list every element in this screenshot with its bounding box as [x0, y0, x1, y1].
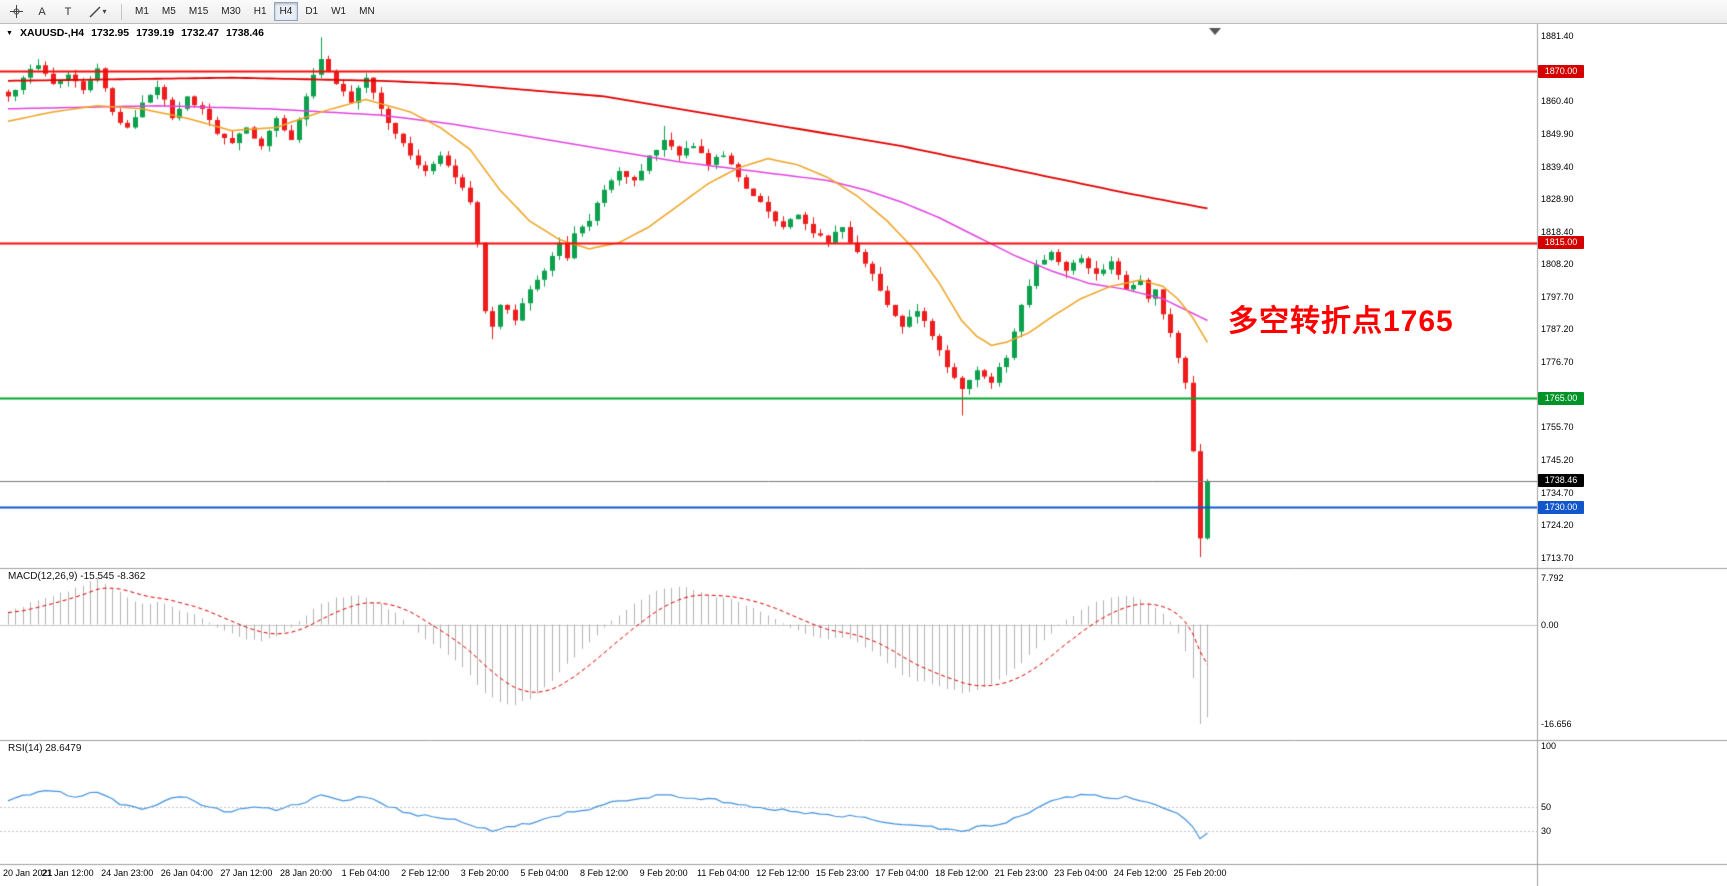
timeframe-button-h1[interactable]: H1: [248, 2, 273, 21]
indicator-axis[interactable]: 7.792 0.00 -16.656 100 50 30: [1537, 568, 1727, 864]
timeframe-button-mn[interactable]: MN: [353, 2, 381, 21]
price-tick-label: 1828.90: [1541, 194, 1574, 205]
timeframe-button-w1[interactable]: W1: [325, 2, 352, 21]
timeframe-button-m1[interactable]: M1: [129, 2, 155, 21]
chart-annotation: 多空转折点1765: [1228, 305, 1454, 338]
rsi-axis-label: 30: [1541, 826, 1552, 837]
time-tick-label: 23 Feb 04:00: [1054, 868, 1108, 878]
price-tick-label: 1734.70: [1541, 487, 1574, 498]
timeframe-button-m30[interactable]: M30: [215, 2, 246, 21]
timeframe-button-d1[interactable]: D1: [299, 2, 324, 21]
symbol-dropdown-icon[interactable]: ▼: [6, 29, 13, 37]
price-tick-label: 1787.20: [1541, 324, 1574, 335]
price-tick-label: 1808.20: [1541, 258, 1574, 269]
time-tick-label: 21 Jan 12:00: [41, 868, 94, 878]
chart-ohlc-title: ▼ XAUUSD-,H4 1732.95 1739.19 1732.47 173…: [6, 27, 264, 39]
price-tick-label: 1755.70: [1541, 422, 1574, 433]
macd-axis-label: 7.792: [1541, 572, 1564, 583]
time-tick-label: 11 Feb 04:00: [697, 868, 750, 878]
open-value: 1732.95: [91, 27, 130, 39]
dropdown-arrow-icon: ▾: [102, 7, 107, 16]
vertical-line-icon: T: [64, 5, 72, 18]
price-tick-label: 1839.40: [1541, 161, 1574, 172]
time-tick-label: 27 Jan 12:00: [220, 868, 273, 878]
price-tick-label: 1797.70: [1541, 291, 1574, 302]
time-tick-label: 2 Feb 12:00: [401, 868, 450, 878]
timeframe-button-m15[interactable]: M15: [183, 2, 214, 21]
macd-indicator-label: MACD(12,26,9) -15.545 -8.362: [8, 571, 146, 582]
price-tick-label: 1860.40: [1541, 96, 1574, 107]
macd-axis-label: -16.656: [1541, 718, 1572, 729]
draw-tools-button[interactable]: ▾: [82, 2, 114, 22]
vline-tool-button[interactable]: T: [56, 2, 80, 22]
text-tool-icon: A: [38, 5, 46, 18]
level-price-badge: 1870.00: [1538, 64, 1584, 78]
time-tick-label: 17 Feb 04:00: [875, 868, 929, 878]
toolbar-separator: [121, 3, 122, 20]
rsi-axis-label: 100: [1541, 741, 1557, 751]
time-tick-label: 28 Jan 20:00: [279, 868, 333, 878]
low-value: 1732.47: [181, 27, 220, 39]
time-tick-label: 25 Feb 20:00: [1173, 868, 1227, 878]
time-tick-label: 21 Feb 23:00: [994, 868, 1048, 878]
time-tick-label: 18 Feb 12:00: [935, 868, 989, 878]
text-tool-button[interactable]: A: [30, 2, 54, 22]
price-tick-label: 1724.20: [1541, 520, 1574, 531]
time-tick-label: 9 Feb 20:00: [639, 868, 688, 878]
timeframe-buttons: M1 M5 M15 M30 H1 H4 D1 W1 MN: [129, 2, 381, 21]
price-tick-label: 1881.40: [1541, 31, 1574, 41]
price-tick-label: 1818.40: [1541, 227, 1574, 238]
time-tick-label: 26 Jan 04:00: [160, 868, 213, 878]
crosshair-tool-button[interactable]: [4, 2, 28, 22]
price-tick-label: 1745.20: [1541, 454, 1574, 465]
price-tick-label: 1849.90: [1541, 129, 1574, 140]
toolbar: A T ▾ M1 M5 M15 M30 H1 H4 D1 W1 MN: [0, 0, 1727, 24]
time-tick-label: 24 Jan 23:00: [101, 868, 154, 878]
time-tick-label: 15 Feb 23:00: [815, 868, 869, 878]
time-tick-label: 24 Feb 12:00: [1113, 868, 1167, 878]
close-value: 1738.46: [226, 27, 264, 39]
symbol-period-label: XAUUSD-,H4: [19, 27, 85, 39]
trendline-icon: [89, 6, 101, 18]
time-tick-label: 20 Jan 2021: [3, 868, 53, 878]
rsi-axis-label: 50: [1541, 802, 1552, 812]
macd-axis-label: 0.00: [1541, 619, 1559, 630]
level-price-badge: 1730.00: [1538, 500, 1584, 514]
high-value: 1739.19: [136, 27, 175, 39]
timeframe-button-m5[interactable]: M5: [156, 2, 182, 21]
level-price-badge: 1815.00: [1538, 236, 1584, 250]
time-tick-label: 5 Feb 04:00: [520, 868, 569, 878]
crosshair-icon: [9, 5, 23, 18]
time-tick-label: 12 Feb 12:00: [756, 868, 810, 878]
price-tick-label: 1713.70: [1541, 553, 1574, 563]
price-tick-label: 1776.70: [1541, 356, 1574, 367]
current-price-badge: 1738.46: [1538, 474, 1584, 488]
timeframe-button-h4[interactable]: H4: [273, 2, 299, 21]
time-tick-label: 1 Feb 04:00: [341, 868, 390, 878]
price-axis[interactable]: 1881.40 1860.40 1849.90 1839.40 1828.90 1818.…: [1537, 24, 1727, 568]
rsi-indicator-label: RSI(14) 28.6479: [8, 743, 82, 754]
level-price-badge: 1765.00: [1538, 391, 1584, 405]
time-tick-label: 8 Feb 12:00: [579, 868, 629, 878]
time-tick-label: 3 Feb 20:00: [460, 868, 509, 878]
time-axis[interactable]: 20 Jan 2021 21 Jan 12:00 24 Jan 23:00 26 Ja…: [0, 864, 1727, 886]
